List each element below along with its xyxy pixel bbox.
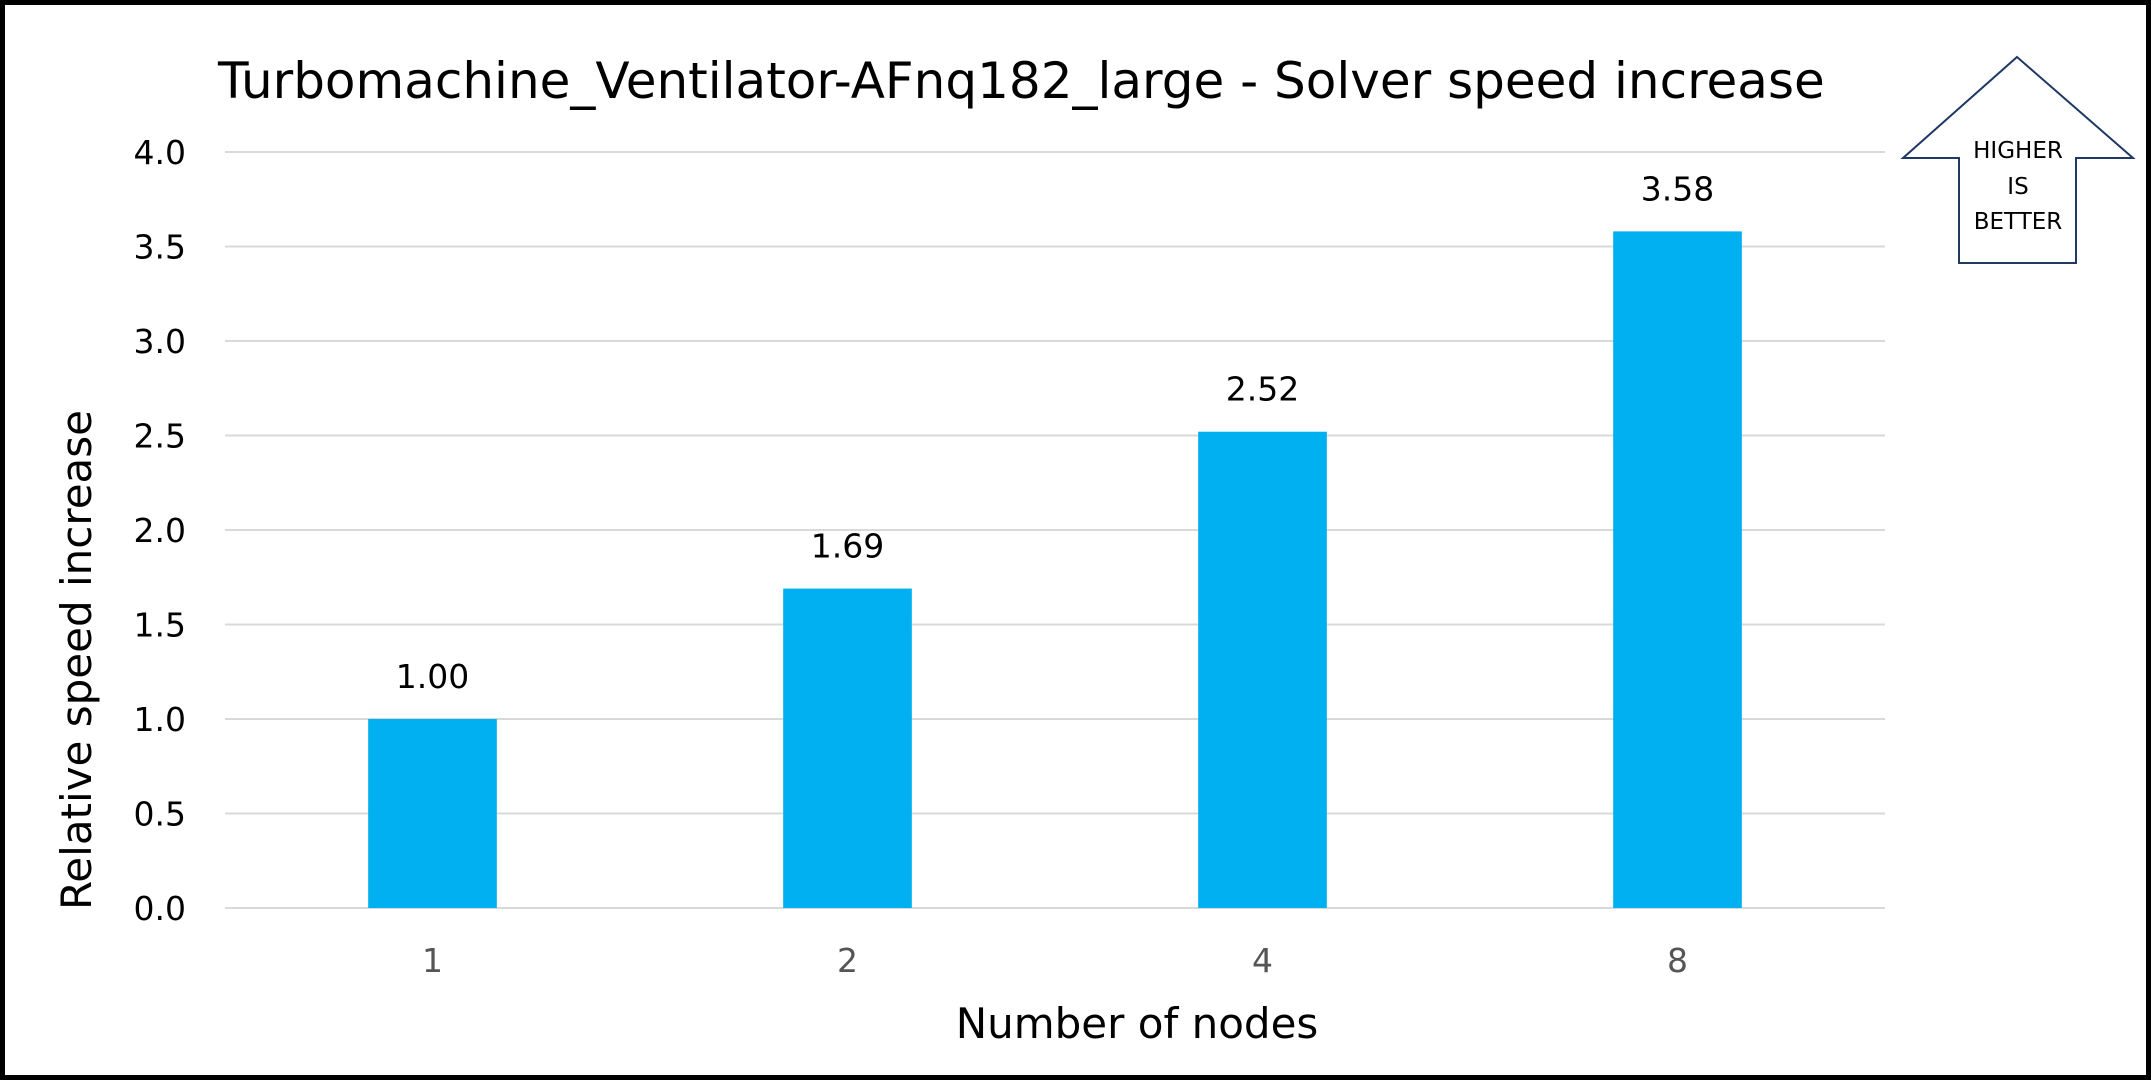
x-tick-label: 2 [837, 941, 858, 980]
y-tick-label: 0.5 [134, 795, 186, 834]
y-tick-label: 3.0 [134, 322, 186, 361]
bar-4 [1198, 431, 1327, 908]
y-axis-ticks: 0.0 0.5 1.0 1.5 2.0 2.5 3.0 3.5 4.0 [134, 133, 186, 928]
callout-line-2: IS [2007, 174, 2028, 200]
y-axis-label: Relative speed increase [52, 410, 101, 910]
y-tick-label: 2.5 [134, 417, 186, 456]
callout-line-3: BETTER [1974, 209, 2063, 235]
bar-8 [1613, 231, 1742, 908]
x-tick-label: 1 [422, 941, 443, 980]
chart-title: Turbomachine_Ventilator-AFnq182_large - … [217, 52, 1825, 110]
data-label: 3.58 [1641, 169, 1714, 208]
data-labels: 1.00 1.69 2.52 3.58 [396, 169, 1714, 696]
y-tick-label: 4.0 [134, 133, 186, 172]
data-label: 2.52 [1226, 370, 1299, 409]
x-tick-label: 8 [1667, 941, 1688, 980]
bars [368, 231, 1742, 908]
up-arrow-icon [1900, 55, 2136, 264]
x-axis-ticks: 1 2 4 8 [422, 941, 1688, 980]
y-tick-label: 3.5 [134, 228, 186, 267]
bar-1 [368, 719, 497, 908]
data-label: 1.69 [811, 527, 884, 566]
x-axis-label: Number of nodes [956, 999, 1319, 1048]
x-tick-label: 4 [1252, 941, 1273, 980]
y-tick-label: 1.0 [134, 700, 186, 739]
callout-line-1: HIGHER [1973, 138, 2063, 164]
y-tick-label: 0.0 [134, 889, 186, 928]
bar-2 [783, 588, 912, 908]
y-tick-label: 2.0 [134, 511, 186, 550]
data-label: 1.00 [396, 657, 469, 696]
higher-is-better-callout: HIGHER IS BETTER [1900, 55, 2136, 264]
gridlines [225, 151, 1885, 909]
y-tick-label: 1.5 [134, 606, 186, 645]
